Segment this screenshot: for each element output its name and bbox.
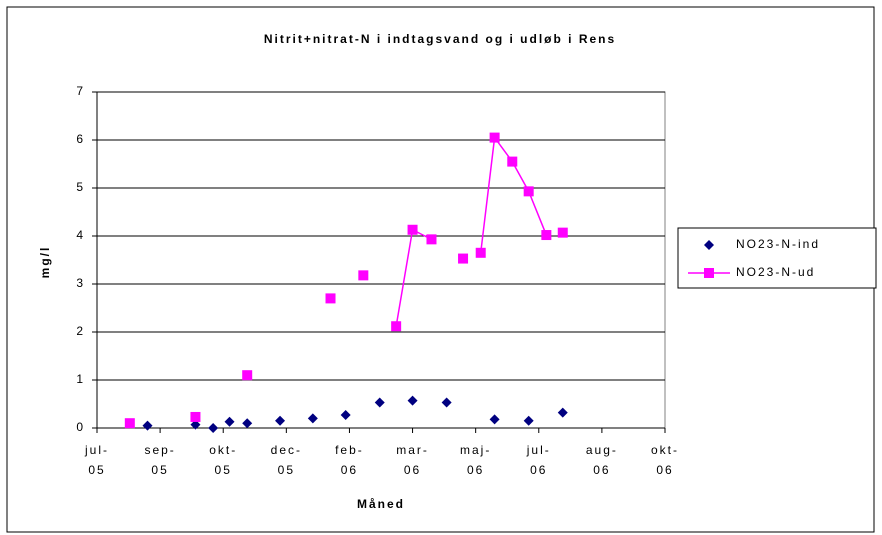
marker <box>340 410 351 421</box>
marker <box>190 419 201 430</box>
marker <box>391 321 402 332</box>
x-tick-label: dec-05 <box>270 443 302 477</box>
marker <box>374 397 385 408</box>
marker <box>523 186 534 197</box>
x-tick-label: mar-06 <box>396 443 429 477</box>
marker <box>275 415 286 426</box>
marker <box>557 227 568 238</box>
chart-title: Nitrit+nitrat-N i indtagsvand og i udløb… <box>264 32 616 46</box>
marker <box>142 420 153 431</box>
y-tick-label: 6 <box>76 132 85 146</box>
marker <box>325 293 336 304</box>
marker <box>358 270 369 281</box>
y-tick-label: 5 <box>76 180 85 194</box>
y-tick-label: 2 <box>76 324 85 338</box>
legend-marker <box>704 240 714 250</box>
marker <box>407 395 418 406</box>
marker <box>242 418 253 429</box>
marker <box>407 224 418 235</box>
marker <box>441 397 452 408</box>
marker <box>426 234 437 245</box>
y-tick-label: 1 <box>76 372 85 386</box>
x-axis-label: Måned <box>357 497 405 511</box>
marker <box>242 370 253 381</box>
y-axis-label: mg/l <box>38 246 52 279</box>
marker <box>458 253 469 264</box>
marker <box>557 407 568 418</box>
y-tick-label: 4 <box>76 228 85 242</box>
marker <box>523 415 534 426</box>
legend-marker <box>704 268 714 278</box>
x-tick-label: okt-05 <box>209 443 238 477</box>
marker <box>307 413 318 424</box>
x-tick-label: maj-06 <box>459 443 492 477</box>
legend-label: NO23-N-ud <box>736 265 815 279</box>
y-tick-label: 0 <box>76 420 85 434</box>
x-tick-label: sep-05 <box>144 443 176 477</box>
y-tick-label: 7 <box>76 84 85 98</box>
legend-label: NO23-N-ind <box>736 237 820 251</box>
marker <box>224 416 235 427</box>
y-tick-label: 3 <box>76 276 85 290</box>
marker <box>489 414 500 425</box>
marker <box>507 156 518 167</box>
x-tick-label: aug-06 <box>585 443 618 477</box>
x-tick-label: jul-06 <box>526 443 551 477</box>
marker <box>124 418 135 429</box>
plot-area <box>96 91 666 429</box>
marker <box>489 132 500 143</box>
marker <box>208 423 219 433</box>
marker <box>541 230 552 241</box>
x-tick-label: okt-06 <box>650 443 679 477</box>
marker <box>190 411 201 422</box>
x-tick-label: feb-06 <box>335 443 364 477</box>
marker <box>475 247 486 258</box>
x-tick-label: jul-05 <box>84 443 109 477</box>
